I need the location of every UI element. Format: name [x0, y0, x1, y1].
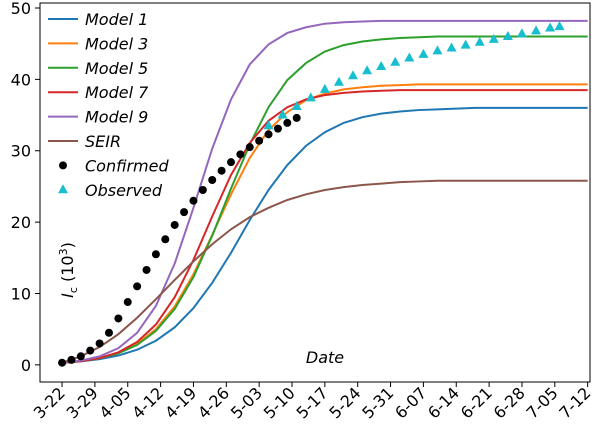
legend-marker	[58, 184, 68, 194]
x-tick-label: 5-31	[358, 383, 397, 420]
data-point	[245, 143, 254, 152]
legend-label: Model 9	[85, 108, 148, 127]
legend-label: Observed	[85, 181, 163, 200]
data-point	[460, 39, 471, 49]
data-point	[273, 124, 282, 133]
data-point	[86, 346, 95, 355]
series-line	[61, 89, 588, 364]
x-tick-label: 7-12	[555, 383, 594, 420]
series-line	[61, 83, 588, 364]
data-point	[348, 70, 359, 80]
data-point	[283, 118, 292, 127]
data-point	[418, 48, 429, 58]
data-point	[446, 42, 457, 52]
plot-frame	[39, 2, 591, 383]
x-axis-label: Date	[306, 348, 344, 367]
legend-label: Confirmed	[85, 156, 169, 175]
y-tick-label: 20	[11, 213, 31, 232]
data-point	[189, 196, 198, 205]
data-point	[305, 92, 316, 102]
data-point	[502, 31, 513, 41]
y-tick-label: 0	[21, 356, 31, 375]
series-line	[61, 35, 588, 364]
y-label-part: (10	[58, 255, 77, 287]
data-point	[180, 208, 189, 217]
data-point	[319, 83, 330, 93]
x-tick-label: 6-14	[424, 383, 463, 420]
x-tick-label: 3-22	[30, 383, 69, 420]
y-label-part: I	[58, 293, 77, 298]
data-point	[404, 52, 415, 62]
data-point	[133, 282, 142, 291]
y-tick-label: 30	[11, 142, 31, 161]
data-point	[236, 150, 245, 159]
data-point	[161, 235, 170, 244]
x-tick-label: 3-29	[63, 383, 102, 420]
legend-marker	[59, 161, 67, 170]
x-tick-label: 5-24	[325, 383, 364, 420]
y-label-part: 3	[57, 248, 70, 255]
data-point	[277, 109, 288, 119]
data-point	[488, 33, 499, 43]
data-point	[516, 28, 527, 38]
data-point	[362, 65, 373, 75]
x-tick-label: 4-26	[194, 383, 233, 420]
data-point	[291, 100, 302, 110]
data-point	[67, 355, 76, 364]
data-point	[95, 339, 104, 348]
data-point	[151, 250, 160, 259]
data-point	[474, 36, 485, 46]
data-point	[142, 265, 151, 274]
data-point	[333, 76, 344, 86]
data-point	[390, 56, 401, 66]
data-point	[104, 328, 113, 337]
series-line	[61, 106, 588, 364]
data-point	[255, 136, 264, 145]
data-point	[226, 158, 235, 167]
data-point	[217, 166, 226, 175]
data-point	[76, 352, 85, 361]
series-line	[61, 19, 588, 364]
data-point	[432, 45, 443, 55]
data-point	[170, 220, 179, 229]
x-tick-label: 6-21	[457, 383, 496, 420]
x-tick-label: 5-03	[227, 383, 266, 420]
y-tick-label: 40	[11, 70, 31, 89]
data-point	[123, 298, 132, 307]
x-tick-label: 6-07	[391, 383, 430, 420]
data-point	[58, 358, 67, 367]
y-label-part: c	[67, 287, 80, 293]
data-point	[554, 21, 565, 31]
legend-label: Model 1	[85, 10, 148, 29]
x-tick-label: 5-10	[260, 383, 299, 420]
y-label-part: )	[58, 242, 77, 248]
x-tick-label: 4-19	[161, 383, 200, 420]
data-point	[208, 176, 217, 185]
legend-label: Model 3	[85, 34, 148, 53]
data-point	[292, 113, 301, 122]
legend-label: Model 7	[85, 83, 149, 102]
data-point	[198, 186, 207, 195]
data-point	[376, 61, 387, 71]
data-point	[263, 120, 274, 130]
y-tick-label: 50	[11, 0, 31, 18]
x-tick-label: 4-12	[128, 383, 167, 420]
x-tick-label: 7-05	[523, 383, 562, 420]
data-point	[545, 22, 556, 32]
x-tick-label: 6-28	[490, 383, 529, 420]
y-tick-label: 10	[11, 284, 31, 303]
data-point	[264, 130, 273, 139]
legend-label: SEIR	[85, 132, 121, 151]
legend-label: Model 5	[85, 59, 148, 78]
x-tick-label: 5-17	[293, 383, 332, 420]
data-point	[531, 25, 542, 35]
x-tick-label: 4-05	[95, 383, 134, 420]
series-line	[61, 179, 588, 364]
y-axis-label: Ic (103)	[57, 242, 80, 298]
data-point	[114, 314, 123, 323]
